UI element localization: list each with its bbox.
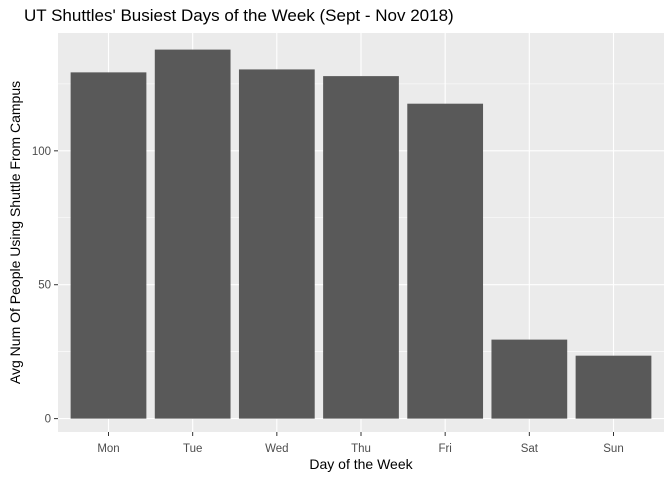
bar-sun [575,355,652,419]
y-axis: 0 50 100 [32,146,58,426]
bar-sat [491,339,568,419]
bar-tue [154,49,231,419]
x-tick-label: Fri [438,443,451,455]
x-tick-label: Tue [183,443,202,455]
bar-fri [407,103,484,419]
x-tick-label: Sun [603,443,623,455]
chart-title: UT Shuttles' Busiest Days of the Week (S… [24,6,454,25]
y-tick-label: 0 [45,414,51,426]
y-tick-label: 100 [32,146,51,158]
x-tick-label: Sat [521,443,539,455]
x-axis-title: Day of the Week [309,456,413,472]
bar-mon [70,72,147,419]
y-axis-title: Avg Num Of People Using Shuttle From Cam… [7,81,23,384]
bar-thu [323,76,399,419]
x-axis: Mon Tue Wed Thu Fri Sat Sun [97,432,624,455]
x-tick-label: Mon [97,443,119,455]
x-tick-label: Wed [265,443,288,455]
y-tick-label: 50 [38,280,51,292]
x-tick-label: Thu [351,443,371,455]
bars [70,49,652,419]
bar-wed [238,69,315,419]
